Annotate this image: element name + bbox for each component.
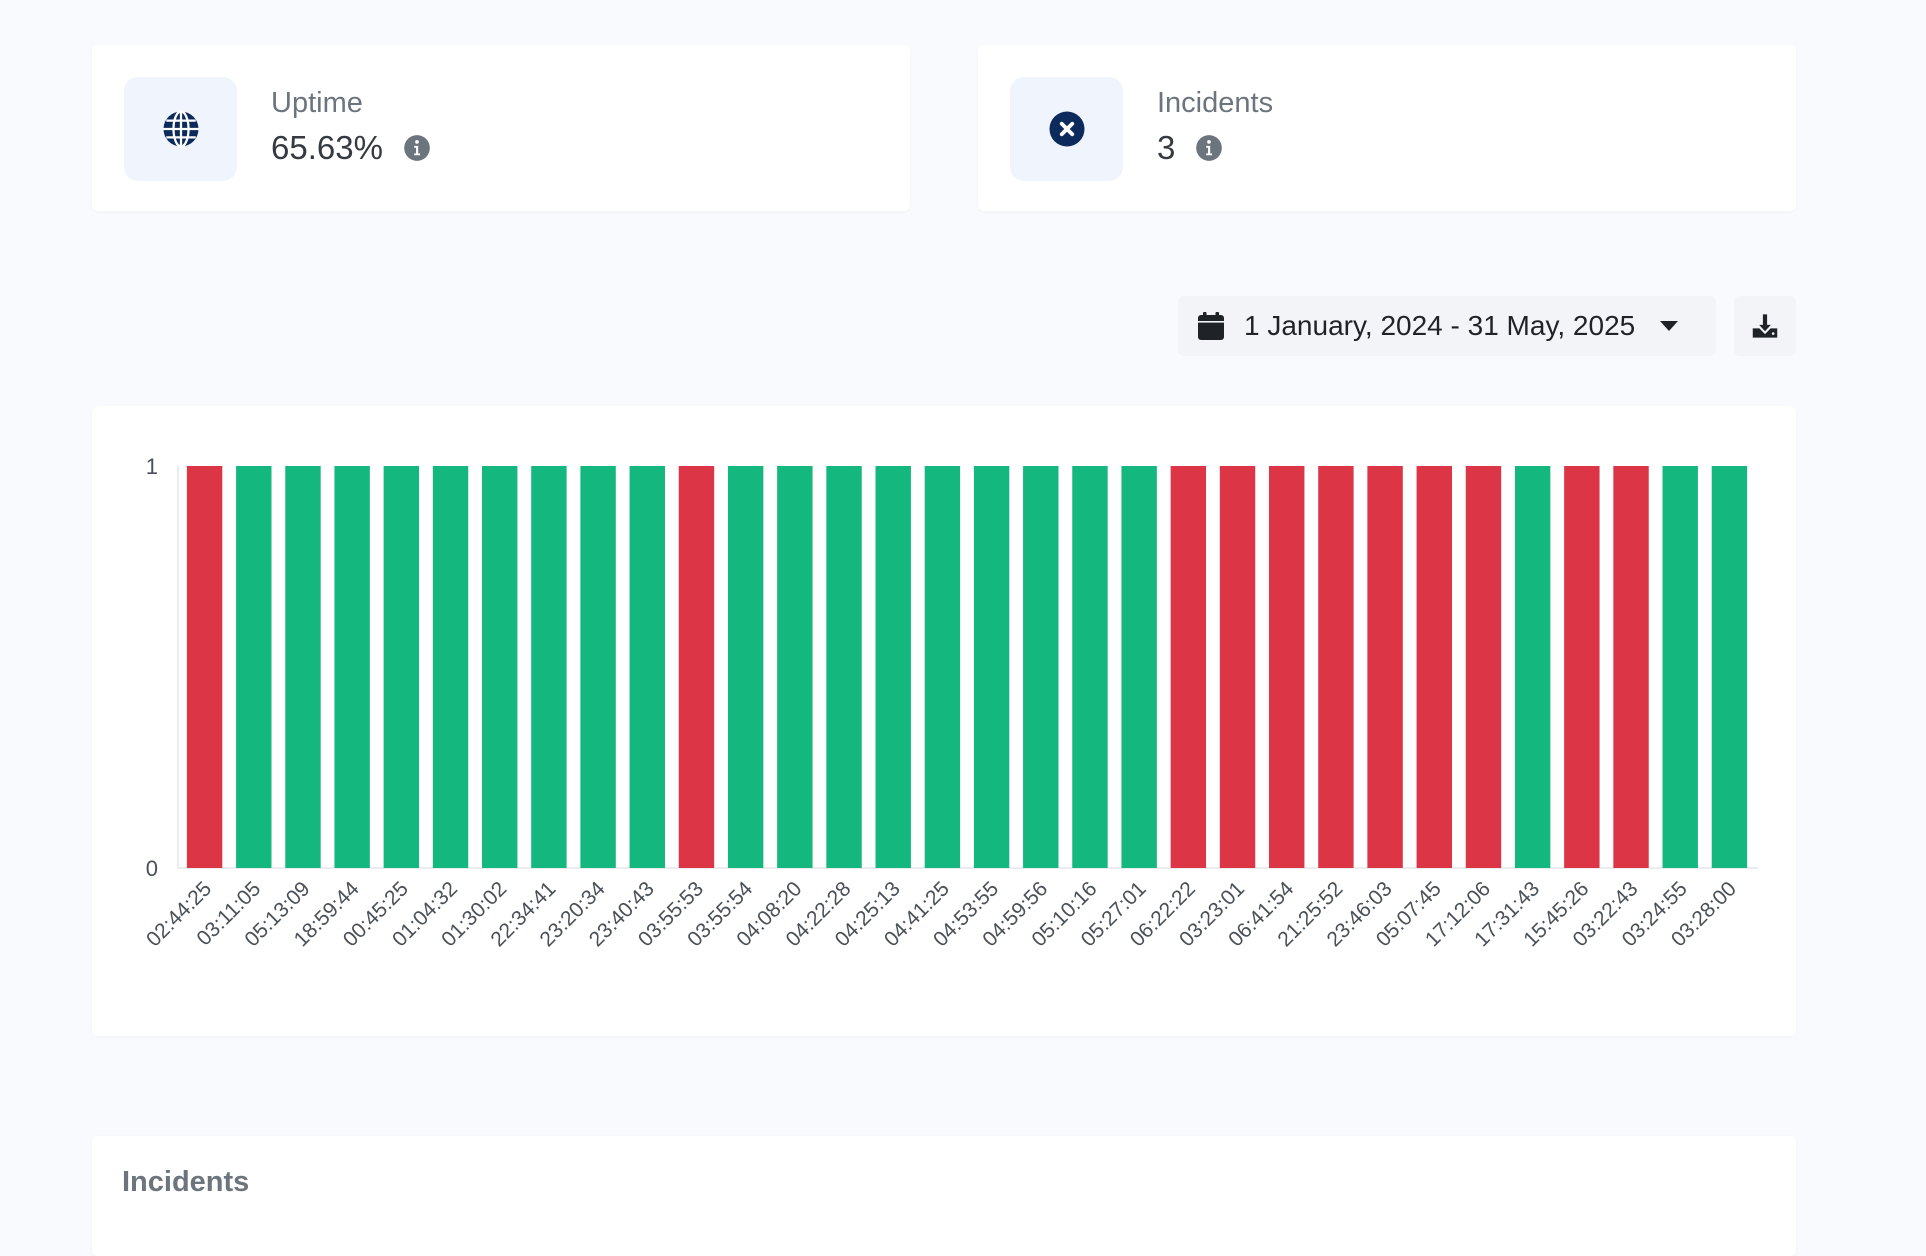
chart-bar[interactable]: [186, 466, 223, 868]
chart-bar[interactable]: [826, 466, 862, 868]
chart-bar[interactable]: [1121, 466, 1157, 868]
chart-bar[interactable]: [1465, 466, 1502, 868]
chart-bar[interactable]: [678, 466, 715, 868]
date-range-picker[interactable]: 1 January, 2024 - 31 May, 2025: [1178, 296, 1716, 356]
calendar-icon: [1198, 312, 1224, 340]
chart-bar[interactable]: [1269, 466, 1305, 868]
globe-icon: [163, 110, 198, 148]
incidents-section: Incidents: [92, 1136, 1796, 1256]
chart-bar[interactable]: [777, 466, 813, 868]
chart-bar[interactable]: [1416, 466, 1452, 868]
incidents-card: Incidents 3: [978, 45, 1796, 211]
chart-bar[interactable]: [1367, 466, 1403, 868]
chart-bar[interactable]: [482, 466, 518, 868]
chart-bar[interactable]: [1072, 466, 1108, 868]
uptime-bar-chart: 0102:44:2503:11:0505:13:0918:59:4400:45:…: [142, 454, 1758, 951]
chart-bar[interactable]: [1564, 466, 1600, 868]
chart-bar[interactable]: [236, 466, 272, 868]
chart-bar[interactable]: [1219, 466, 1256, 868]
chart-bar[interactable]: [1662, 466, 1698, 868]
chart-bar[interactable]: [334, 466, 370, 868]
info-icon[interactable]: [403, 134, 431, 162]
chart-bar[interactable]: [727, 466, 764, 868]
chart-bar[interactable]: [285, 466, 321, 868]
incidents-section-title: Incidents: [122, 1166, 250, 1198]
date-range-text: 1 January, 2024 - 31 May, 2025: [1244, 310, 1636, 341]
uptime-card: Uptime 65.63%: [92, 45, 910, 211]
chart-bar[interactable]: [1613, 466, 1649, 868]
uptime-value: 65.63%: [271, 129, 383, 166]
download-button[interactable]: [1734, 296, 1796, 356]
chart-bar[interactable]: [432, 466, 469, 868]
chart-bar[interactable]: [1318, 466, 1354, 868]
chart-bar[interactable]: [383, 466, 420, 868]
chart-bar[interactable]: [1711, 466, 1748, 868]
chart-bar[interactable]: [1170, 466, 1207, 868]
uptime-icon-box: [124, 77, 237, 181]
x-circle-icon: [1049, 111, 1084, 147]
chart-bar[interactable]: [1023, 466, 1059, 868]
incidents-icon-box: [1010, 77, 1123, 181]
y-tick-label: 0: [146, 856, 158, 881]
uptime-chart-card: 0 1 02:44:25 03:11:05 05:13:09 18:59:44 00:45:…: [92, 406, 1796, 1036]
caret-down-icon: [1659, 320, 1679, 332]
chart-bar[interactable]: [629, 466, 665, 868]
chart-bar[interactable]: [531, 466, 567, 868]
chart-bar[interactable]: [924, 466, 961, 868]
chart-bar[interactable]: [973, 466, 1010, 868]
uptime-label: Uptime: [271, 87, 363, 119]
chart-bar[interactable]: [1514, 466, 1551, 868]
chart-bar[interactable]: [580, 466, 616, 868]
incidents-label: Incidents: [1157, 87, 1274, 119]
download-icon: [1752, 314, 1778, 338]
incidents-value: 3: [1157, 129, 1176, 166]
chart-bar[interactable]: [875, 466, 911, 868]
y-tick-label: 1: [146, 454, 158, 479]
info-icon[interactable]: [1195, 134, 1223, 162]
